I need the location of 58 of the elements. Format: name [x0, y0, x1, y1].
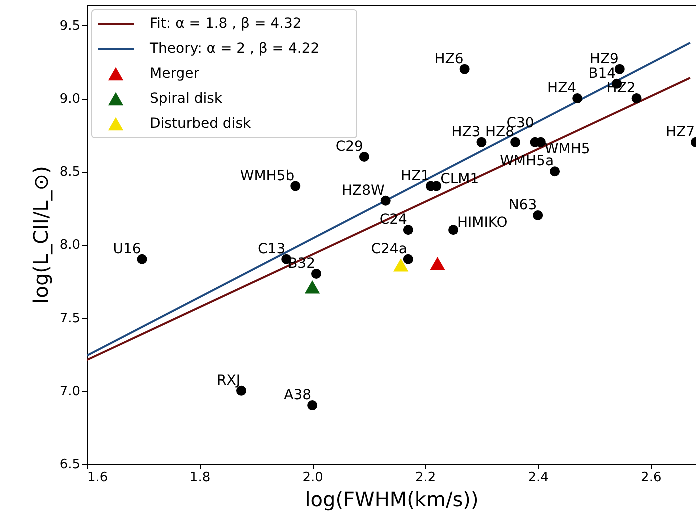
- point: [308, 400, 318, 411]
- point: [394, 258, 409, 272]
- point: [632, 94, 642, 104]
- point: [290, 181, 301, 192]
- x-axis-title: log(FWHM(km/s)): [305, 488, 479, 512]
- annotation: U16: [113, 241, 142, 258]
- annotation: A38: [284, 388, 312, 404]
- point: [359, 152, 370, 162]
- legend-label: Disturbed disk: [150, 116, 252, 132]
- point: [572, 94, 583, 104]
- x-tick-label: 2.6: [641, 470, 662, 486]
- legend-label: Theory: α = 2 , β = 4.22: [149, 41, 320, 57]
- point: [448, 225, 459, 236]
- annotation: N63: [508, 197, 538, 214]
- annotation: WMH5: [544, 141, 590, 158]
- x-tick-label: 1.8: [190, 470, 211, 486]
- annotation: B14: [588, 66, 616, 82]
- annotation: C24a: [371, 241, 408, 258]
- annotation: HZ7: [666, 124, 695, 140]
- annotation: HZ9: [590, 51, 619, 68]
- point: [312, 268, 322, 279]
- point: [403, 254, 414, 264]
- y-tick-label: 6.5: [60, 458, 80, 472]
- point: [430, 257, 446, 270]
- x-tick-label: 2.2: [415, 470, 436, 486]
- annotation: HZ6: [434, 51, 464, 68]
- y-tick-label: 7.5: [60, 311, 80, 326]
- point: [533, 210, 544, 220]
- x-tick-label: 2.0: [302, 470, 324, 486]
- annotation: HZ1: [400, 168, 430, 184]
- annotation: HZ8W: [342, 182, 386, 199]
- y-tick-label: 8.5: [60, 165, 80, 180]
- x-tick-label: 1.6: [88, 470, 108, 486]
- point: [304, 280, 320, 294]
- y-tick-label: 9.5: [60, 18, 80, 34]
- legend-label: Spiral disk: [150, 91, 224, 107]
- annotation: RXJ: [217, 372, 241, 389]
- annotation: HZ3: [452, 124, 481, 140]
- annotation: C29: [336, 139, 364, 156]
- legend-label: Merger: [150, 66, 200, 82]
- point: [460, 64, 470, 74]
- point: [403, 225, 414, 236]
- point: [614, 64, 625, 74]
- annotation: C13: [258, 241, 286, 258]
- annotation: HIMIKO: [458, 215, 508, 232]
- y-tick-label: 9.0: [60, 92, 80, 108]
- point: [476, 137, 487, 148]
- point: [510, 137, 521, 148]
- annotation: WMH5b: [240, 168, 295, 184]
- x-tick-label: 2.4: [528, 470, 549, 486]
- y-axis-title: log(L_CII/L_⊙): [28, 166, 53, 304]
- point: [380, 196, 391, 206]
- legend-label: Fit: α = 1.8 , β = 4.32: [150, 16, 302, 32]
- point: [550, 166, 560, 177]
- y-tick-label: 7.0: [60, 384, 80, 400]
- point: [137, 254, 148, 264]
- annotation: HZ4: [548, 80, 577, 97]
- y-tick-label: 8.0: [60, 238, 80, 254]
